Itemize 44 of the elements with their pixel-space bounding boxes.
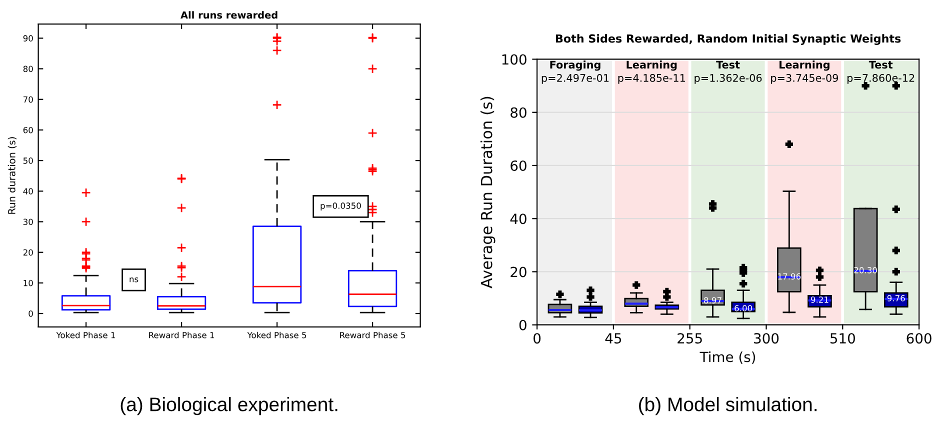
text: 300 [754,333,779,344]
text: (b) Model simulation. [639,397,817,416]
y-tick-label: 30 [23,218,33,226]
x-axis-title: Time (s) [700,351,756,364]
x-tick-label: Foraging p=2.497e-01 [542,60,609,84]
x-tick-label: Test p=1.362e-06 [694,60,762,84]
y-tick-label: 20 [510,266,526,278]
y-tick-label: 10 [24,280,33,286]
text: (a) Biological experiment. [120,397,338,416]
y-axis-title: Run duration (s) [8,137,17,214]
y-tick-label: 0 [519,320,526,330]
text: 45 [605,333,622,344]
text: 510 [830,333,855,344]
text: 6.00 [734,305,752,312]
text: 255 [678,333,702,344]
text: 9.76 [887,295,905,302]
y-tick-label: 60 [23,126,33,134]
y-tick-label: 40 [23,188,33,194]
x-tick-label: Learning p=4.185e-11 [618,60,685,84]
text: 17.96 [778,273,801,280]
y-tick-label: 60 [510,160,526,171]
x-tick-label: Learning p=3.745e-09 [771,60,838,84]
text: 0 [534,333,541,344]
annotation: ns [130,278,138,282]
text: 600 [906,333,932,344]
y-tick-label: 0 [28,310,33,317]
y-tick-label: 20 [23,249,33,256]
y-tick-label: 80 [23,66,33,72]
annotation: p=0.0350 [320,202,361,210]
y-tick-label: 80 [510,107,526,118]
y-tick-label: 70 [24,96,33,103]
x-tick-label: Reward Phase 1 [149,332,214,338]
x-tick-label: Reward Phase 5 [340,332,406,338]
chart-title: Both Sides Rewarded, Random Initial Synaptic Weights [556,34,901,45]
y-tick-label: 40 [510,214,526,224]
y-tick-label: 50 [23,158,33,164]
y-tick-label: 100 [502,54,526,65]
x-tick-label: Test p=7.860e-12 [848,60,914,84]
x-tick-label: Yoked Phase 5 [247,332,306,338]
text: 9.21 [810,296,828,303]
y-tick-label: 90 [23,35,33,42]
x-tick-label: Yoked Phase 1 [56,332,116,338]
y-axis-title: Average Run Duration (s) [480,96,496,288]
chart-title: All runs rewarded [180,11,278,19]
